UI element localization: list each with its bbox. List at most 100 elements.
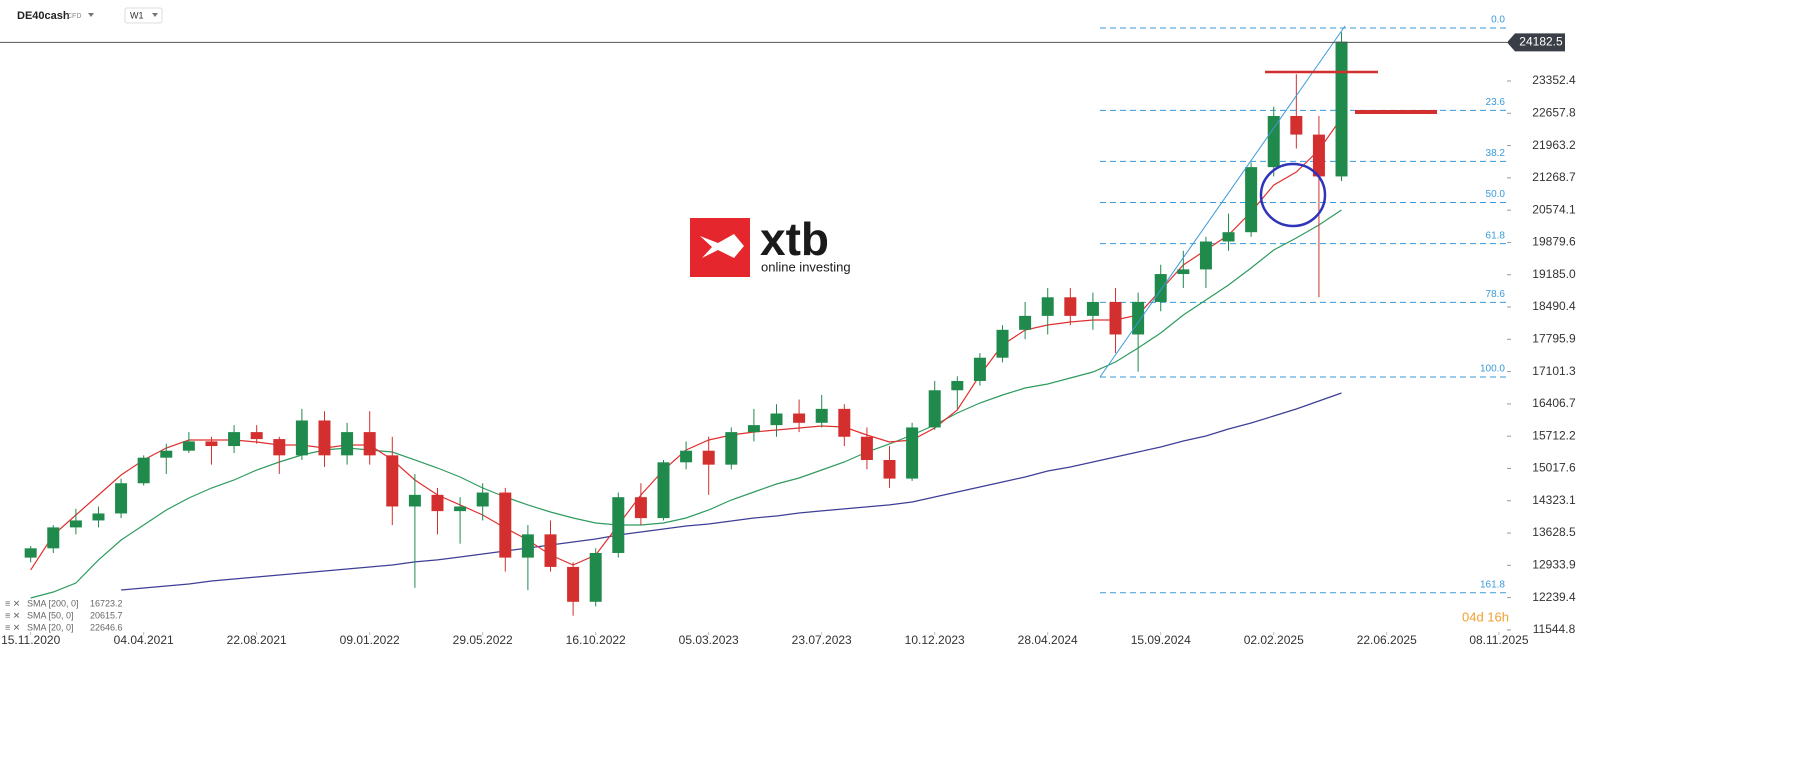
candle-body xyxy=(1064,297,1077,316)
fib-label: 23.6 xyxy=(1486,97,1506,108)
y-tick-label: 17101.3 xyxy=(1532,364,1576,378)
candle-body xyxy=(1290,115,1303,135)
candle-body xyxy=(250,432,263,440)
candle-body xyxy=(544,534,557,567)
x-tick-label: 29.05.2022 xyxy=(453,633,513,647)
fib-layer: 0.0 23.6 38.2 50.0 61.8 78.6 100.0 161.8 xyxy=(1100,15,1507,594)
axes-layer: 11544.8 12239.4 12933.9 13628.5 14323.1 15017… xyxy=(0,33,1576,647)
x-tick-label: 23.07.2023 xyxy=(792,633,852,647)
fib-label: 100.0 xyxy=(1480,364,1505,375)
x-tick-label: 05.03.2023 xyxy=(679,633,739,647)
candle-body xyxy=(1109,301,1122,335)
candle-body xyxy=(454,506,467,512)
candle-body xyxy=(273,439,286,456)
y-tick-label: 19879.6 xyxy=(1532,235,1576,249)
legend-name: SMA [20, 0] xyxy=(27,622,74,632)
candle-body xyxy=(567,566,580,602)
x-tick-label: 10.12.2023 xyxy=(905,633,965,647)
candle-body xyxy=(1199,241,1212,270)
candle-body xyxy=(1267,115,1280,168)
candle-body xyxy=(725,432,738,465)
candle-body xyxy=(860,436,873,460)
y-tick-label: 14323.1 xyxy=(1532,493,1576,507)
y-tick-label: 11544.8 xyxy=(1533,622,1576,636)
dropdown-arrow[interactable] xyxy=(88,13,94,17)
y-tick-label: 15712.2 xyxy=(1532,428,1576,442)
candle-body xyxy=(476,492,489,507)
last-price-label: 24182.5 xyxy=(1519,35,1563,49)
fib-label: 50.0 xyxy=(1486,189,1506,200)
trend-line xyxy=(1099,25,1346,378)
candle-body xyxy=(115,483,128,514)
candle-body xyxy=(657,462,670,519)
legend-value: 20615.7 xyxy=(90,610,123,620)
candle-body xyxy=(1041,297,1054,316)
fib-label: 61.8 xyxy=(1486,230,1506,241)
candle-body xyxy=(612,497,625,553)
candle-body xyxy=(702,450,715,465)
candle-body xyxy=(228,432,241,447)
candle-body xyxy=(69,520,82,528)
y-tick-label: 20574.1 xyxy=(1532,202,1576,216)
candle-body xyxy=(386,455,399,507)
fib-label: 78.6 xyxy=(1486,289,1506,300)
candle-body xyxy=(747,425,760,433)
candle-body xyxy=(92,513,105,521)
timeframe[interactable]: W1 xyxy=(130,10,144,20)
candle-body xyxy=(160,450,173,458)
candle-body xyxy=(680,450,693,463)
candle-body xyxy=(137,457,150,484)
fib-label: 0.0 xyxy=(1491,15,1505,26)
candle-body xyxy=(499,492,512,558)
candle-body xyxy=(883,459,896,479)
candle-body xyxy=(838,408,851,437)
last-price-box xyxy=(1507,33,1565,52)
candle-body xyxy=(295,420,308,456)
y-tick-label: 21963.2 xyxy=(1532,138,1576,152)
candle-body xyxy=(589,552,602,602)
legend-icon: ≡ ✕ xyxy=(5,622,20,632)
x-tick-label: 09.01.2022 xyxy=(340,633,400,647)
candle-body xyxy=(318,420,331,456)
candle-body xyxy=(1222,232,1235,242)
y-tick-label: 13628.5 xyxy=(1532,525,1576,539)
candle-body xyxy=(634,497,647,519)
dropdown-arrow[interactable] xyxy=(152,13,158,17)
x-tick-label: 22.08.2021 xyxy=(227,633,287,647)
candle-body xyxy=(205,441,218,447)
symbol[interactable]: DE40cash xyxy=(17,10,70,22)
legend-name: SMA [50, 0] xyxy=(27,610,74,620)
y-tick-label: 18490.4 xyxy=(1532,299,1576,313)
x-tick-label: 15.09.2024 xyxy=(1131,633,1191,647)
candle-body xyxy=(815,408,828,423)
y-tick-label: 15017.6 xyxy=(1532,461,1576,475)
candle-body xyxy=(341,432,354,456)
legend-icon: ≡ ✕ xyxy=(5,610,20,620)
candle-body xyxy=(1086,301,1099,316)
candle-body xyxy=(521,534,534,558)
legend-value: 22646.6 xyxy=(90,622,123,632)
candle-body xyxy=(770,413,783,426)
instrument-type: CFD xyxy=(67,13,81,20)
x-tick-label: 28.04.2024 xyxy=(1018,633,1078,647)
timeframe-box[interactable] xyxy=(124,7,163,24)
legend-value: 16723.2 xyxy=(90,598,123,608)
y-tick-label: 22657.8 xyxy=(1532,105,1576,119)
candle-body xyxy=(928,390,941,428)
y-tick-label: 16406.7 xyxy=(1532,396,1576,410)
y-tick-label: 21268.7 xyxy=(1532,170,1576,184)
y-tick-label: 12239.4 xyxy=(1532,590,1576,604)
candle-body xyxy=(1019,315,1032,330)
sma-line xyxy=(121,392,1342,591)
logo-name: xtb xyxy=(760,213,829,265)
legend-icon: ≡ ✕ xyxy=(5,598,20,608)
candle-body xyxy=(1132,301,1145,335)
fib-label: 38.2 xyxy=(1486,148,1506,159)
candle-body xyxy=(1312,134,1325,177)
x-tick-label: 15.11.2020 xyxy=(1,633,60,647)
candle-body xyxy=(1335,41,1348,177)
x-tick-label: 16.10.2022 xyxy=(566,633,626,647)
